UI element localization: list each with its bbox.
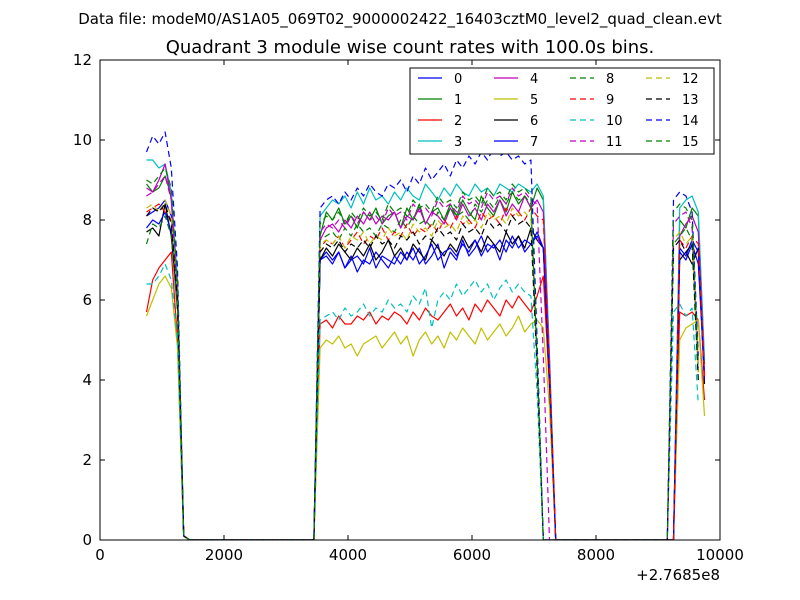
legend-label: 15 — [682, 135, 699, 150]
legend-label: 14 — [682, 114, 699, 129]
series-line-14 — [145, 131, 699, 540]
legend-label: 7 — [530, 135, 538, 150]
legend-label: 1 — [454, 93, 462, 108]
legend-label: 5 — [530, 93, 538, 108]
series-layer — [145, 131, 706, 540]
x-tick-label: 2000 — [205, 546, 243, 564]
legend-label: 4 — [530, 72, 538, 87]
x-tick-label: 6000 — [453, 546, 491, 564]
plot-frame — [99, 59, 721, 541]
legend-label: 2 — [454, 114, 462, 129]
legend-label: 9 — [606, 93, 614, 108]
chart-title: Quadrant 3 module wise count rates with … — [166, 37, 655, 58]
y-tick-label: 12 — [73, 51, 92, 69]
x-offset-label: +2.7685e8 — [636, 566, 720, 584]
y-tick-label: 2 — [82, 451, 92, 469]
y-tick-label: 8 — [82, 211, 92, 229]
legend-label: 10 — [606, 114, 623, 129]
y-tick-label: 6 — [82, 291, 92, 309]
legend-label: 8 — [606, 72, 614, 87]
legend-label: 13 — [682, 93, 699, 108]
series-line-7 — [146, 211, 706, 540]
legend-label: 0 — [454, 72, 462, 87]
y-tick-label: 10 — [73, 131, 92, 149]
series-line-3 — [146, 159, 706, 540]
series-line-15 — [146, 167, 699, 540]
series-line-6 — [146, 203, 706, 540]
legend-label: 6 — [530, 114, 538, 129]
series-line-8 — [145, 191, 699, 540]
series-line-0 — [146, 199, 706, 540]
suptitle: Data file: modeM0/AS1A05_069T02_90000024… — [78, 10, 722, 29]
legend-label: 12 — [682, 72, 699, 87]
series-line-5 — [145, 275, 706, 540]
x-tick-label: 10000 — [696, 546, 744, 564]
series-line-2 — [145, 251, 706, 540]
x-tick-label: 8000 — [577, 546, 615, 564]
y-tick-label: 4 — [82, 371, 92, 389]
series-line-4 — [146, 163, 706, 540]
legend-box — [409, 67, 715, 155]
x-tick-label: 0 — [95, 546, 105, 564]
y-tick-label: 0 — [82, 531, 92, 549]
legend-label: 3 — [454, 135, 462, 150]
legend-label: 11 — [606, 135, 623, 150]
x-tick-label: 4000 — [329, 546, 367, 564]
